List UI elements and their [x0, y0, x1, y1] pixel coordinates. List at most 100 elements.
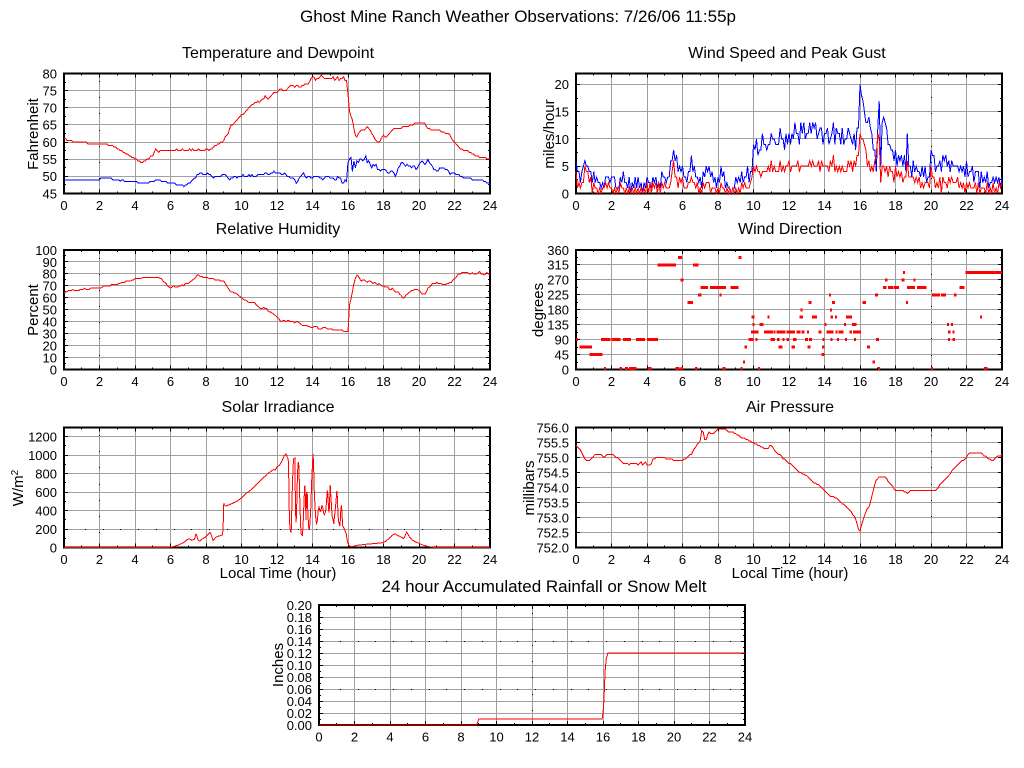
- svg-text:270: 270: [547, 273, 569, 288]
- svg-text:14: 14: [305, 552, 319, 567]
- svg-text:600: 600: [35, 485, 57, 500]
- svg-text:24: 24: [483, 198, 497, 213]
- svg-text:24 hour Accumulated Rainfall o: 24 hour Accumulated Rainfall or Snow Mel…: [381, 577, 706, 596]
- svg-text:0.16: 0.16: [287, 622, 312, 637]
- svg-text:10: 10: [234, 552, 248, 567]
- svg-text:Percent: Percent: [25, 283, 42, 336]
- svg-text:755.0: 755.0: [536, 450, 569, 465]
- svg-text:16: 16: [853, 374, 867, 389]
- svg-text:12: 12: [270, 198, 284, 213]
- svg-text:50: 50: [43, 303, 57, 318]
- svg-text:4: 4: [386, 730, 393, 745]
- svg-text:80: 80: [43, 66, 57, 81]
- svg-text:10: 10: [555, 132, 569, 147]
- svg-text:225: 225: [547, 288, 569, 303]
- svg-text:16: 16: [341, 198, 355, 213]
- svg-text:14: 14: [560, 730, 574, 745]
- svg-text:754.5: 754.5: [536, 465, 569, 480]
- svg-text:22: 22: [959, 374, 973, 389]
- svg-text:18: 18: [888, 374, 902, 389]
- svg-text:16: 16: [853, 198, 867, 213]
- svg-text:20: 20: [924, 552, 938, 567]
- svg-text:24: 24: [995, 552, 1009, 567]
- svg-text:70: 70: [43, 101, 57, 116]
- svg-text:8: 8: [714, 198, 721, 213]
- svg-text:80: 80: [43, 267, 57, 282]
- svg-text:65: 65: [43, 118, 57, 133]
- svg-text:754.0: 754.0: [536, 480, 569, 495]
- svg-text:miles/hour: miles/hour: [541, 99, 558, 168]
- svg-text:22: 22: [959, 198, 973, 213]
- svg-text:6: 6: [167, 552, 174, 567]
- svg-text:5: 5: [562, 159, 569, 174]
- svg-text:8: 8: [714, 374, 721, 389]
- svg-text:10: 10: [234, 198, 248, 213]
- svg-text:800: 800: [35, 467, 57, 482]
- svg-text:90: 90: [555, 332, 569, 347]
- svg-text:8: 8: [457, 730, 464, 745]
- svg-text:Wind Direction: Wind Direction: [738, 221, 842, 238]
- svg-text:Local Time (hour): Local Time (hour): [220, 565, 337, 582]
- svg-text:20: 20: [924, 374, 938, 389]
- svg-text:0: 0: [562, 186, 569, 201]
- svg-text:0.02: 0.02: [287, 706, 312, 721]
- svg-text:200: 200: [35, 522, 57, 537]
- svg-text:0: 0: [50, 362, 57, 377]
- svg-text:4: 4: [131, 552, 138, 567]
- svg-text:45: 45: [43, 186, 57, 201]
- svg-text:24: 24: [483, 374, 497, 389]
- svg-text:75: 75: [43, 83, 57, 98]
- svg-text:6: 6: [679, 552, 686, 567]
- svg-text:180: 180: [547, 303, 569, 318]
- svg-text:24: 24: [995, 198, 1009, 213]
- svg-text:12: 12: [270, 374, 284, 389]
- svg-text:22: 22: [702, 730, 716, 745]
- svg-text:12: 12: [782, 374, 796, 389]
- svg-text:Solar Irradiance: Solar Irradiance: [222, 399, 335, 416]
- svg-text:55: 55: [43, 152, 57, 167]
- svg-text:14: 14: [817, 552, 831, 567]
- svg-text:135: 135: [547, 318, 569, 333]
- svg-text:2: 2: [608, 552, 615, 567]
- svg-text:2: 2: [608, 198, 615, 213]
- svg-text:Ghost Mine Ranch Weather Obser: Ghost Mine Ranch Weather Observations: 7…: [300, 7, 736, 26]
- svg-text:12: 12: [782, 552, 796, 567]
- svg-text:752.5: 752.5: [536, 525, 569, 540]
- svg-text:2: 2: [608, 374, 615, 389]
- svg-text:0.12: 0.12: [287, 646, 312, 661]
- svg-text:0: 0: [572, 198, 579, 213]
- svg-text:Relative Humidity: Relative Humidity: [216, 221, 340, 238]
- svg-text:50: 50: [43, 169, 57, 184]
- svg-text:14: 14: [305, 374, 319, 389]
- svg-text:360: 360: [547, 243, 569, 258]
- svg-text:0: 0: [572, 552, 579, 567]
- svg-text:60: 60: [43, 135, 57, 150]
- svg-text:12: 12: [525, 730, 539, 745]
- svg-text:Temperature and Dewpoint: Temperature and Dewpoint: [182, 45, 375, 62]
- svg-text:8: 8: [202, 198, 209, 213]
- svg-text:0.14: 0.14: [287, 634, 312, 649]
- svg-text:4: 4: [131, 198, 138, 213]
- svg-text:400: 400: [35, 503, 57, 518]
- svg-text:12: 12: [270, 552, 284, 567]
- svg-text:6: 6: [167, 198, 174, 213]
- svg-text:18: 18: [888, 552, 902, 567]
- svg-text:4: 4: [131, 374, 138, 389]
- svg-text:18: 18: [888, 198, 902, 213]
- svg-text:12: 12: [782, 198, 796, 213]
- svg-text:degrees: degrees: [530, 283, 547, 337]
- svg-text:0: 0: [60, 374, 67, 389]
- svg-text:10: 10: [746, 374, 760, 389]
- svg-text:22: 22: [447, 374, 461, 389]
- svg-text:2: 2: [96, 374, 103, 389]
- svg-text:8: 8: [202, 552, 209, 567]
- svg-text:10: 10: [43, 350, 57, 365]
- svg-text:14: 14: [817, 198, 831, 213]
- svg-text:18: 18: [376, 552, 390, 567]
- svg-text:0.20: 0.20: [287, 598, 312, 613]
- svg-text:45: 45: [555, 347, 569, 362]
- svg-text:20: 20: [667, 730, 681, 745]
- svg-text:20: 20: [412, 374, 426, 389]
- svg-text:0.10: 0.10: [287, 658, 312, 673]
- svg-text:Air Pressure: Air Pressure: [746, 399, 834, 416]
